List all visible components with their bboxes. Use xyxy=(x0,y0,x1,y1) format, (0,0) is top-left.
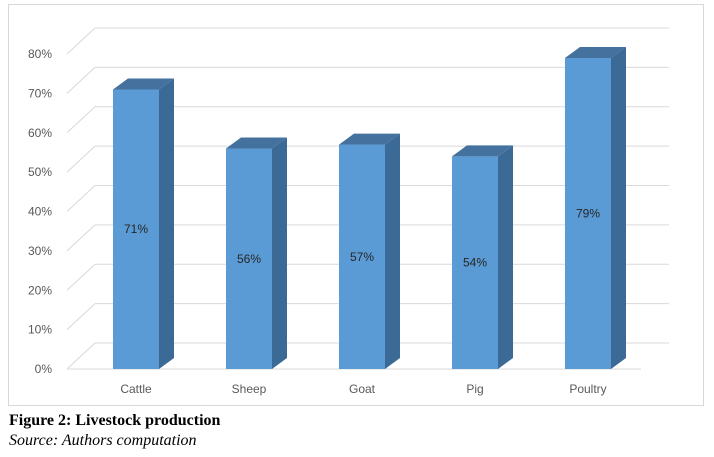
chart-frame: 0% 10% 20% 30% 40% 50% 60% 70% 80% 71% 56% 57% 54% 7… xyxy=(8,4,704,406)
x-category-label: Cattle xyxy=(120,382,152,396)
y-tick-label: 0% xyxy=(35,362,53,376)
y-tick-label: 40% xyxy=(28,205,52,219)
x-category-label: Goat xyxy=(349,382,376,396)
gridline-diagonal xyxy=(66,106,96,134)
data-label: 56% xyxy=(237,252,261,266)
gridline-diagonal xyxy=(66,67,96,94)
bar-top xyxy=(226,137,287,149)
bar-top xyxy=(565,46,626,58)
gridline-diagonal xyxy=(66,342,96,370)
bar-goat: 57% xyxy=(339,133,400,369)
y-tick-label: 20% xyxy=(28,283,52,297)
bar-side xyxy=(611,46,626,369)
bars: 71% 56% 57% 54% 79% xyxy=(113,46,626,369)
bar-top xyxy=(113,78,174,90)
x-category-label: Pig xyxy=(466,382,483,396)
bar-sheep: 56% xyxy=(226,137,287,369)
y-tick-label: 70% xyxy=(28,86,52,100)
bar-front xyxy=(226,148,272,369)
gridline-diagonal xyxy=(66,224,96,252)
y-tick-label: 60% xyxy=(28,126,52,140)
bar-front xyxy=(339,144,385,369)
bar-chart: 0%10%20%30%40%50%60%70%80% 71%56% 57% 54%7… xyxy=(28,27,669,396)
bar-front xyxy=(452,156,498,369)
x-category-label: Poultry xyxy=(569,382,606,396)
data-label: 54% xyxy=(463,256,487,270)
bar-side xyxy=(272,137,287,369)
bar-cattle: 71% xyxy=(113,78,174,369)
bar-poultry: 79% xyxy=(565,46,626,369)
bar-side xyxy=(159,78,174,369)
bar-front xyxy=(565,57,611,369)
y-axis-ticks: 0% 10% 20% 30% 40% 50% 60% 70% 80% xyxy=(28,47,52,376)
y-tick-label: 50% xyxy=(28,165,52,179)
gridline-diagonal xyxy=(66,27,96,55)
bar-side xyxy=(385,133,400,369)
gridline-diagonal xyxy=(66,263,96,291)
y-tick-label: 80% xyxy=(28,47,52,61)
figure-source: Source: Authors computation xyxy=(9,432,197,449)
x-category-label: Sheep xyxy=(232,382,267,396)
y-tick-label: 10% xyxy=(28,323,52,337)
data-label: 57% xyxy=(350,250,374,264)
figure-caption: Figure 2: Livestock production Source: A… xyxy=(9,411,699,451)
x-axis-categories: Cattle Sheep Goat Pig Poultry xyxy=(120,382,606,396)
gridline-diagonal xyxy=(66,185,96,212)
bar-side xyxy=(498,145,513,369)
data-label: 79% xyxy=(576,206,600,220)
figure-title: Figure 2: Livestock production xyxy=(9,412,221,429)
gridline-diagonal xyxy=(66,145,96,173)
gridline-diagonal xyxy=(66,303,96,330)
y-tick-label: 30% xyxy=(28,244,52,258)
bar-top xyxy=(339,133,400,145)
bar-top xyxy=(452,145,513,157)
bar-pig: 54% xyxy=(452,145,513,369)
bar-front xyxy=(113,89,159,369)
data-label: 71% xyxy=(124,222,148,236)
